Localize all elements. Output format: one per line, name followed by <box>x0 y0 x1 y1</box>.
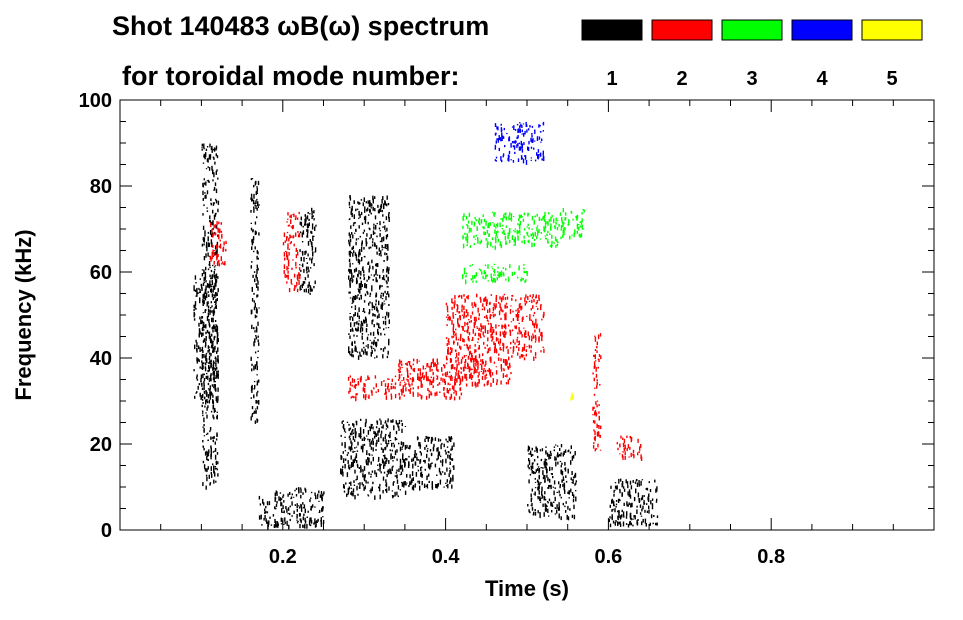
spectrum-feature <box>282 211 301 293</box>
spectrum-feature <box>299 207 317 295</box>
series-mode-4 <box>494 121 545 165</box>
legend-swatch-5 <box>861 19 923 41</box>
spectrum-feature <box>340 418 407 500</box>
y-tick-labels: 0 20 40 60 80 100 <box>79 90 112 542</box>
legend-swatch-1 <box>581 19 643 41</box>
spectrum-feature <box>592 333 602 452</box>
spectrum-feature <box>201 143 220 490</box>
x-tick-label: 0.2 <box>269 546 297 568</box>
spectrum-feature <box>348 195 390 360</box>
legend-label-3: 3 <box>746 68 757 90</box>
y-tick-label: 60 <box>90 262 112 284</box>
spectrum-feature <box>445 293 545 362</box>
x-tick-label: 0.4 <box>432 546 461 568</box>
legend-label-2: 2 <box>676 68 687 90</box>
axis-ticks <box>120 99 934 531</box>
x-tick-label: 0.8 <box>757 546 785 568</box>
legend-label-5: 5 <box>886 68 897 90</box>
chart-title-line-2: for toroidal mode number: <box>122 61 460 91</box>
x-axis-label: Time (s) <box>485 576 569 601</box>
legend-swatch-3 <box>721 19 783 41</box>
spectrum-feature <box>608 478 659 528</box>
y-tick-label: 20 <box>90 434 112 456</box>
spectrum-feature <box>209 221 227 267</box>
legend: 1 2 3 4 5 <box>581 19 923 90</box>
y-tick-label: 0 <box>101 520 112 542</box>
y-axis-label: Frequency (kHz) <box>11 229 36 400</box>
spectrum-feature <box>462 263 528 285</box>
spectrum-feature <box>347 375 464 402</box>
spectrum-feature <box>405 435 455 491</box>
legend-label-1: 1 <box>606 68 617 90</box>
x-tick-labels: 0.2 0.4 0.6 0.8 <box>269 546 785 568</box>
legend-swatch-2 <box>651 19 713 41</box>
spectrum-feature <box>527 444 577 521</box>
spectrum-feature <box>616 435 643 461</box>
spectrum-feature <box>258 487 325 530</box>
spectrum-feature <box>570 392 574 401</box>
y-tick-label: 100 <box>79 90 112 112</box>
series-mode-1 <box>193 143 659 530</box>
legend-label-4: 4 <box>816 68 828 90</box>
series-mode-2 <box>209 211 643 461</box>
chart-title-line-1: Shot 140483 ωB(ω) spectrum <box>112 11 489 41</box>
spectrum-feature <box>454 358 512 388</box>
series-mode-5 <box>570 392 574 401</box>
legend-swatch-4 <box>791 19 853 41</box>
spectrum-feature <box>559 208 585 240</box>
y-tick-label: 80 <box>90 176 112 198</box>
spectrum-feature <box>462 211 560 250</box>
series-mode-3 <box>462 208 585 285</box>
y-tick-label: 40 <box>90 348 112 370</box>
spectrum-feature <box>494 121 545 165</box>
x-tick-label: 0.6 <box>594 546 622 568</box>
plot-area: 0.2 0.4 0.6 0.8 0 20 40 60 80 100 <box>79 90 935 568</box>
spectrum-data <box>193 121 659 530</box>
spectrum-feature <box>250 178 260 424</box>
